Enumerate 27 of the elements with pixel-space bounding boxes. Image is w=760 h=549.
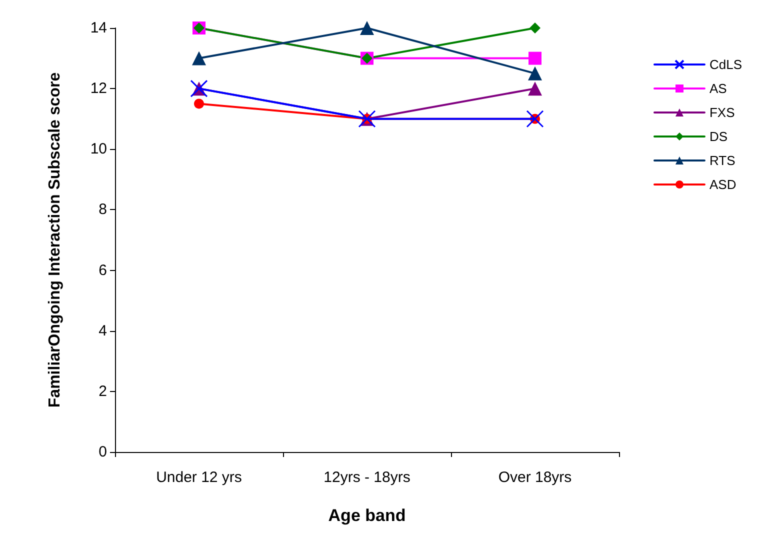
y-tick-label: 0 [98,444,107,460]
legend-label: CdLS [709,57,742,72]
y-tick-label: 12 [90,80,107,98]
legend-label: RTS [709,153,736,168]
y-tick-label: 14 [90,20,107,36]
point [528,52,542,65]
y-axis-title: FamiliarOngoing Interaction Subscale score [46,72,64,408]
y-tick-label: 10 [90,140,107,158]
x-tick-label: 12yrs - 18yrs [324,469,410,486]
point [192,51,206,66]
y-tick-label: 4 [98,322,107,340]
legend-label: DS [709,129,728,144]
point [526,110,544,128]
y-tick-label: 6 [98,262,107,279]
legend-label: AS [709,81,728,96]
legend-label: FXS [709,105,736,120]
point [360,21,374,35]
legend-label: ASD [709,177,736,192]
point [528,66,542,80]
y-tick-label: 2 [98,382,107,400]
y-tick-label: 8 [98,201,107,218]
x-axis-title: Age band [328,506,406,525]
point [530,22,540,34]
x-tick-label: Under 12 yrs [156,469,242,486]
x-tick-label: Over 18yrs [498,469,572,486]
point [194,98,204,109]
point [528,82,542,96]
